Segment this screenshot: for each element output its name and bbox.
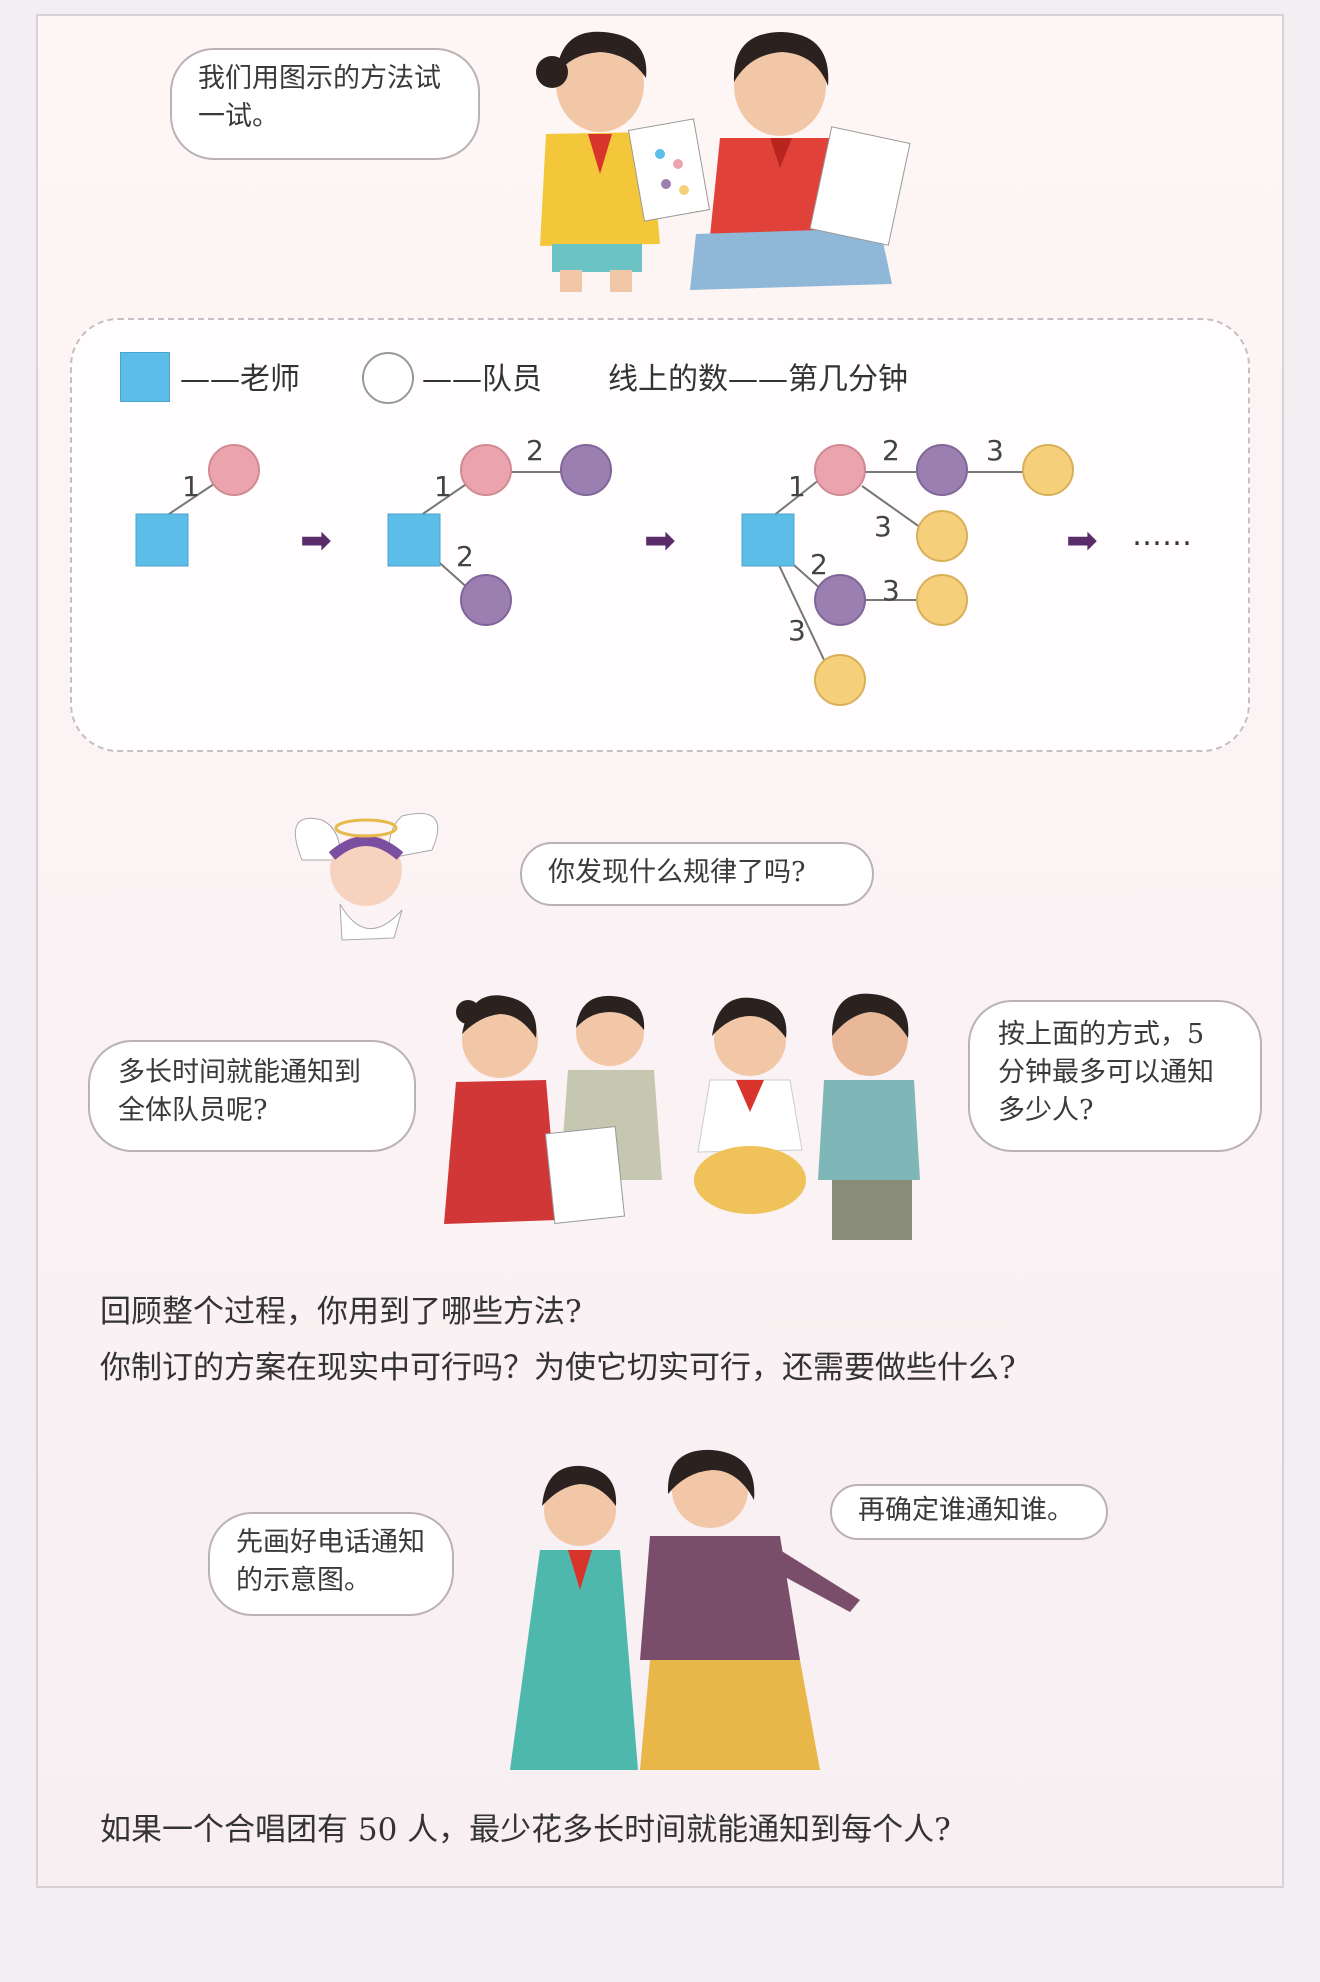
svg-text:1: 1 bbox=[434, 470, 452, 503]
svg-text:2: 2 bbox=[882, 434, 900, 467]
speech-bubble-2: 你发现什么规律了吗? bbox=[520, 842, 874, 906]
girl-and-teacher-illustration bbox=[510, 1449, 860, 1770]
speech-bubble-5: 先画好电话通知的示意图。 bbox=[208, 1512, 454, 1616]
stage1-member bbox=[208, 444, 260, 496]
angel-illustration bbox=[294, 813, 439, 941]
stage1-teacher bbox=[135, 513, 189, 567]
four-children-illustration bbox=[444, 993, 920, 1240]
svg-text:1: 1 bbox=[788, 470, 806, 503]
speech-bubble-1: 我们用图示的方法试一试。 bbox=[170, 48, 480, 160]
svg-text:2: 2 bbox=[526, 434, 544, 467]
phone-tree-diagram bbox=[70, 318, 1250, 752]
diagram-ellipsis: …… bbox=[1132, 518, 1192, 553]
phone-tree-stages: 1 1 2 2 1 2 3 3 2 3 3 bbox=[135, 434, 1074, 706]
speech-bubble-6: 再确定谁通知谁。 bbox=[830, 1484, 1108, 1540]
legend-member-circle bbox=[362, 352, 414, 404]
arrow-right-icon: ➡ bbox=[1066, 518, 1098, 562]
speech-bubble-4: 按上面的方式，5 分钟最多可以通知多少人? bbox=[968, 1000, 1262, 1152]
speech-bubble-3: 多长时间就能通知到全体队员呢? bbox=[88, 1040, 416, 1152]
legend-teacher-square bbox=[120, 352, 170, 402]
svg-text:3: 3 bbox=[788, 614, 806, 647]
arrow-right-icon: ➡ bbox=[644, 518, 676, 562]
legend-member-label: ——队员 bbox=[422, 362, 542, 397]
legend-line-number-label: 线上的数——第几分钟 bbox=[608, 362, 908, 397]
svg-text:2: 2 bbox=[810, 548, 828, 581]
speech-bubble-1-text: 我们用图示的方法试一试。 bbox=[198, 63, 441, 132]
svg-text:3: 3 bbox=[986, 434, 1004, 467]
legend-teacher-label: ——老师 bbox=[180, 362, 300, 397]
question-feasibility: 你制订的方案在现实中可行吗？为使它切实可行，还需要做些什么? bbox=[100, 1350, 1016, 1386]
children-reading-illustration bbox=[536, 31, 911, 292]
svg-text:2: 2 bbox=[456, 540, 474, 573]
arrow-right-icon: ➡ bbox=[300, 518, 332, 562]
question-choir: 如果一个合唱团有 50 人，最少花多长时间就能通知到每个人? bbox=[100, 1812, 951, 1848]
svg-text:3: 3 bbox=[874, 510, 892, 543]
label-1: 1 bbox=[182, 470, 200, 503]
question-review-methods: 回顾整个过程，你用到了哪些方法? bbox=[100, 1294, 582, 1330]
svg-text:3: 3 bbox=[882, 574, 900, 607]
